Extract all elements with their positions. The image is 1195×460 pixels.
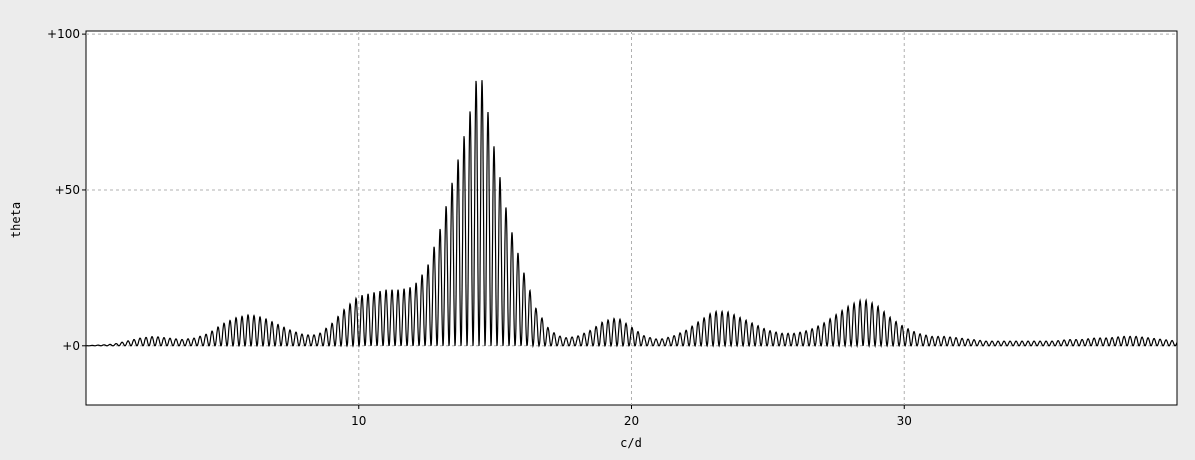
grid	[86, 31, 1177, 405]
y-tick-label: +0	[62, 339, 80, 353]
y-axis-title: theta	[9, 202, 23, 238]
series-line	[86, 80, 1178, 349]
y-tick-label: +100	[47, 27, 80, 41]
y-tick-label: +50	[55, 183, 80, 197]
x-tick-label: 30	[897, 414, 912, 428]
x-axis-title: c/d	[620, 436, 642, 450]
x-tick-label: 10	[351, 414, 366, 428]
x-axis-ticks: 10 20 30	[351, 405, 912, 428]
x-tick-label: 20	[624, 414, 639, 428]
series-layer	[86, 80, 1178, 349]
y-axis-ticks: +0 +50 +100	[47, 27, 86, 353]
